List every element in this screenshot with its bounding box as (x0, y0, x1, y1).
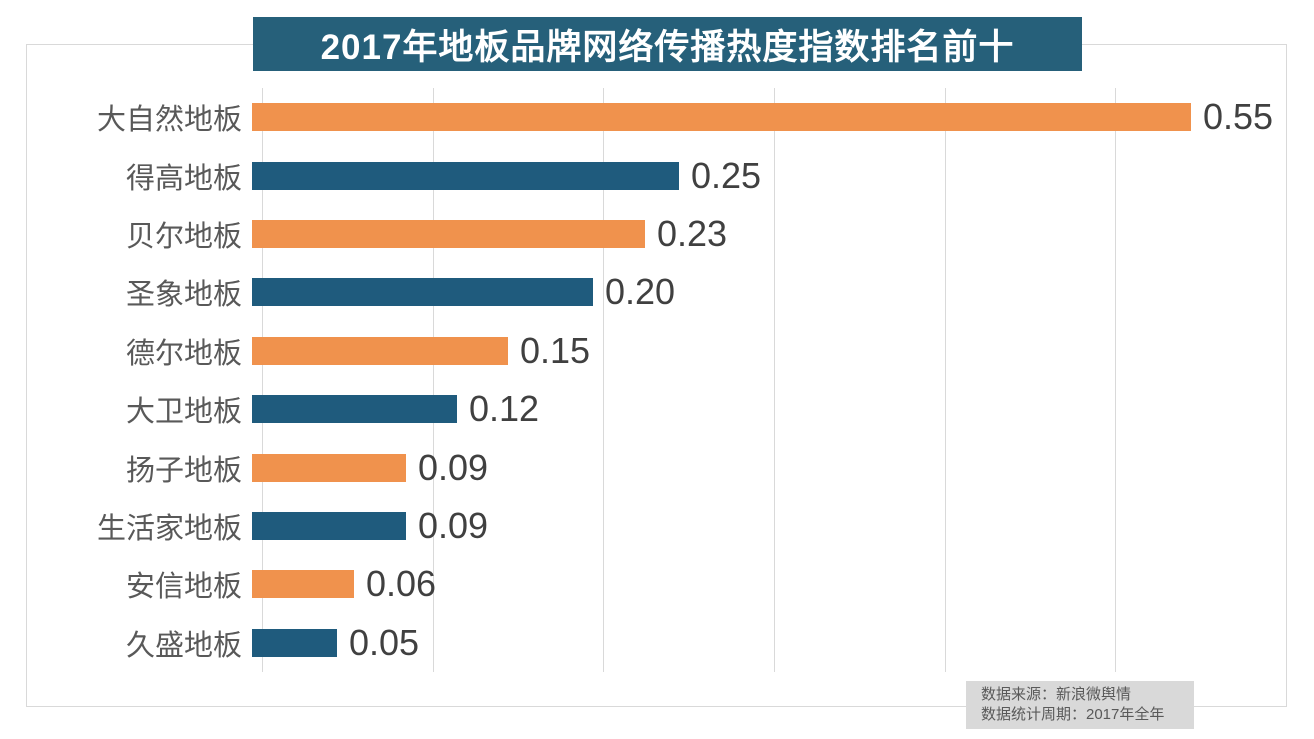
bar-value-label: 0.05 (349, 621, 420, 663)
bar-value-label: 0.09 (418, 446, 489, 488)
category-label: 圣象地板 (125, 279, 242, 312)
bar-row: 大自然地板 0.55 (26, 88, 1288, 146)
bar-value-label: 0.20 (605, 271, 676, 313)
category-label: 生活家地板 (96, 513, 242, 546)
bar-row: 生活家地板 0.09 (26, 497, 1288, 555)
category-label: 德尔地板 (125, 337, 242, 370)
gridline (262, 88, 263, 672)
category-label: 大自然地板 (96, 104, 242, 137)
bar (252, 570, 354, 599)
bar-value-label: 0.25 (691, 154, 762, 196)
source-note-line1: 数据来源：新浪微舆情 (981, 686, 1132, 703)
bar (252, 628, 337, 657)
bar (252, 220, 645, 249)
bar-row: 圣象地板 0.20 (26, 263, 1288, 321)
bar-row: 得高地板 0.25 (26, 146, 1288, 204)
gridline (1115, 88, 1117, 672)
bar (252, 512, 406, 541)
category-label: 安信地板 (125, 571, 242, 604)
bar (252, 453, 406, 482)
bar (252, 161, 679, 190)
source-note-line2: 数据统计周期：2017年全年 (981, 706, 1165, 723)
bar-value-label: 0.55 (1203, 96, 1274, 138)
bar-value-label: 0.15 (520, 329, 591, 371)
bar-value-label: 0.23 (657, 213, 728, 255)
bar-value-label: 0.12 (469, 388, 540, 430)
bar-value-label: 0.09 (418, 505, 489, 547)
bar-row: 扬子地板 0.09 (26, 438, 1288, 496)
chart-title-banner: 2017年地板品牌网络传播热度指数排名前十 (253, 17, 1082, 71)
gridline (1286, 88, 1287, 672)
grid-layer (262, 88, 1287, 672)
bar (252, 336, 508, 365)
bar (252, 103, 1191, 132)
chart-title: 2017年地板品牌网络传播热度指数排名前十 (320, 27, 1015, 67)
bar-row: 久盛地板 0.05 (26, 614, 1288, 672)
category-label: 得高地板 (125, 162, 242, 195)
bar-row: 贝尔地板 0.23 (26, 205, 1288, 263)
bar (252, 278, 593, 307)
category-label: 久盛地板 (125, 629, 242, 662)
source-note-box: 数据来源：新浪微舆情 数据统计周期：2017年全年 (966, 681, 1194, 729)
category-label: 扬子地板 (125, 454, 242, 487)
gridline (944, 88, 946, 672)
bar-value-label: 0.06 (366, 563, 437, 605)
category-label: 大卫地板 (125, 396, 242, 429)
bar-row: 大卫地板 0.12 (26, 380, 1288, 438)
bar-row: 安信地板 0.06 (26, 555, 1288, 613)
gridline (774, 88, 775, 672)
bar (252, 395, 457, 424)
gridline (432, 88, 434, 672)
category-label: 贝尔地板 (125, 221, 242, 254)
chart-frame (26, 44, 1287, 707)
gridline (603, 88, 605, 672)
bar-row: 德尔地板 0.15 (26, 322, 1288, 380)
bar-rows: 大自然地板 0.55 得高地板 0.25 贝尔地板 0.23 圣象地板 0.20 德尔地板 0.1… (26, 88, 1288, 672)
